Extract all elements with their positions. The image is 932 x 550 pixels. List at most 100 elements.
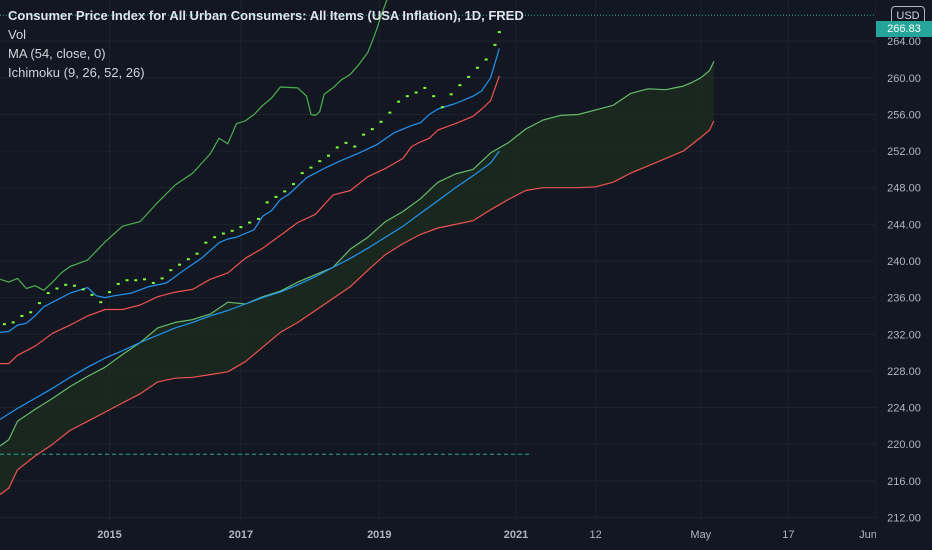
- marker-point: [300, 172, 304, 175]
- y-tick-label: 236.00: [887, 293, 921, 305]
- marker-point: [46, 292, 50, 295]
- y-tick-label: 240.00: [887, 256, 921, 268]
- x-tick-label: 2019: [367, 529, 391, 541]
- marker-point: [239, 226, 243, 229]
- marker-point: [134, 279, 138, 282]
- marker-point: [353, 145, 357, 148]
- marker-point: [204, 241, 208, 244]
- x-tick-label: 2015: [97, 529, 121, 541]
- marker-point: [440, 106, 444, 109]
- legend-ma[interactable]: MA (54, close, 0): [8, 46, 106, 61]
- x-tick-label: 2017: [229, 529, 253, 541]
- marker-point: [291, 183, 295, 186]
- marker-point: [20, 314, 24, 317]
- marker-point: [405, 95, 409, 98]
- marker-point: [309, 166, 313, 169]
- marker-point: [423, 86, 427, 89]
- chart-title[interactable]: Consumer Price Index for All Urban Consu…: [8, 8, 524, 23]
- y-tick-label: 228.00: [887, 366, 921, 378]
- lagging-span-line[interactable]: [0, 0, 388, 291]
- marker-point: [81, 288, 85, 291]
- marker-point: [335, 146, 339, 149]
- marker-point: [169, 269, 173, 272]
- y-tick-label: 264.00: [887, 36, 921, 48]
- y-tick-label: 224.00: [887, 403, 921, 415]
- marker-point: [143, 278, 147, 281]
- cloud-fill: [0, 61, 714, 495]
- legend-ichimoku[interactable]: Ichimoku (9, 26, 52, 26): [8, 65, 145, 80]
- ichimoku-cloud: [0, 61, 714, 495]
- marker-point: [37, 302, 41, 305]
- x-tick-label: 2021: [504, 529, 528, 541]
- dotted-markers: [2, 31, 501, 326]
- y-tick-label: 256.00: [887, 109, 921, 121]
- marker-point: [29, 311, 33, 314]
- x-axis-background: [0, 522, 932, 550]
- marker-point: [195, 252, 199, 255]
- marker-point: [432, 95, 436, 98]
- marker-point: [230, 229, 234, 232]
- marker-point: [151, 281, 155, 284]
- series-lines: [0, 0, 715, 495]
- marker-point: [458, 84, 462, 87]
- x-tick-label: Jun: [859, 529, 877, 541]
- marker-point: [125, 279, 129, 282]
- marker-point: [213, 236, 217, 239]
- y-tick-label: 212.00: [887, 512, 921, 524]
- marker-point: [221, 232, 225, 235]
- marker-point: [108, 291, 111, 294]
- marker-point: [64, 283, 68, 286]
- marker-point: [274, 195, 278, 198]
- leading-span-b-line[interactable]: [0, 120, 715, 495]
- marker-point: [186, 258, 190, 261]
- marker-point: [493, 43, 497, 46]
- marker-point: [327, 154, 330, 157]
- y-axis-background: [876, 0, 932, 550]
- marker-point: [379, 120, 383, 123]
- marker-point: [55, 287, 59, 290]
- marker-point: [318, 160, 322, 163]
- x-tick-label: 17: [782, 529, 794, 541]
- x-tick-label: May: [690, 529, 711, 541]
- legend-vol[interactable]: Vol: [8, 27, 27, 42]
- marker-point: [178, 263, 182, 266]
- horizontal-levels: [0, 14, 876, 455]
- y-tick-label: 216.00: [887, 476, 921, 488]
- marker-point: [90, 293, 94, 296]
- marker-point: [414, 91, 418, 94]
- marker-point: [265, 201, 269, 204]
- marker-point: [2, 323, 6, 326]
- marker-point: [11, 321, 15, 324]
- y-axis[interactable]: 212.00 216.00 220.00 224.00 228.00 232.00 236.…: [876, 0, 932, 550]
- conversion-line[interactable]: [0, 48, 500, 333]
- marker-point: [484, 58, 488, 61]
- y-tick-label: 260.00: [887, 73, 921, 85]
- marker-point: [344, 141, 348, 144]
- marker-point: [72, 284, 76, 287]
- marker-point: [449, 93, 453, 96]
- marker-point: [397, 100, 401, 103]
- marker-point: [467, 75, 471, 78]
- marker-point: [362, 133, 366, 136]
- marker-point: [99, 301, 103, 304]
- marker-point: [370, 128, 374, 131]
- leading-span-a-line[interactable]: [0, 61, 715, 447]
- marker-point: [283, 190, 287, 193]
- x-axis[interactable]: 2015 2017 2019 2021 12 May 17 Jun: [0, 522, 932, 550]
- marker-point: [475, 66, 479, 69]
- marker-point: [497, 31, 501, 34]
- moving-average-line[interactable]: [0, 150, 500, 420]
- marker-point: [116, 282, 120, 285]
- marker-point: [248, 221, 252, 224]
- base-line[interactable]: [0, 75, 500, 365]
- y-tick-label: 220.00: [887, 439, 921, 451]
- chart-legend: Consumer Price Index for All Urban Consu…: [8, 6, 524, 82]
- marker-point: [256, 217, 260, 220]
- last-price-label: 266.83: [876, 21, 932, 37]
- y-tick-label: 248.00: [887, 183, 921, 195]
- y-tick-label: 232.00: [887, 329, 921, 341]
- x-tick-label: 12: [590, 529, 602, 541]
- marker-point: [160, 277, 164, 280]
- marker-point: [388, 111, 392, 114]
